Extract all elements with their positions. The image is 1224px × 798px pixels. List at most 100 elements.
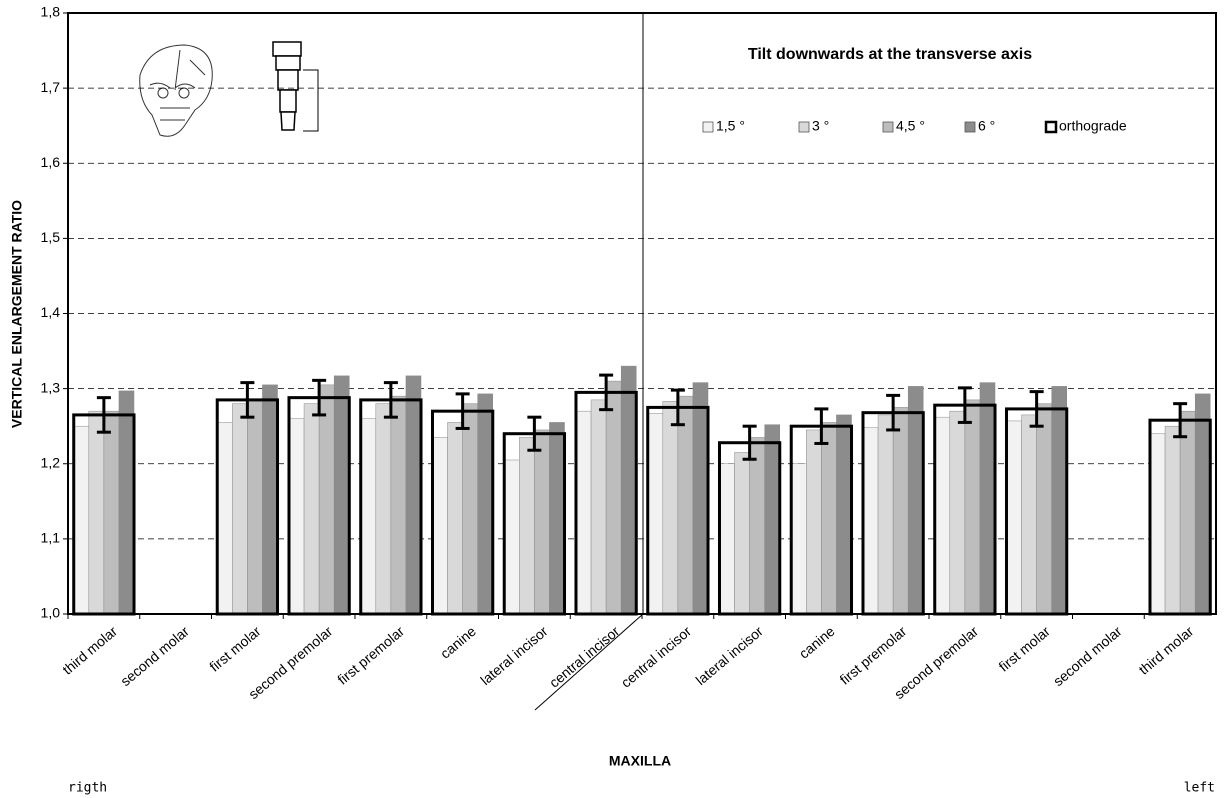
bar — [534, 429, 550, 615]
bar — [821, 422, 837, 615]
bar — [1179, 410, 1196, 615]
right-note: left — [1184, 781, 1215, 796]
bar — [73, 425, 90, 615]
error-bar — [96, 396, 111, 434]
bar — [118, 390, 135, 615]
bar — [232, 403, 248, 615]
bar — [836, 414, 852, 615]
legend-label: 1,5 ° — [716, 118, 745, 134]
error-bar — [1029, 390, 1044, 428]
x-tick-label: second molar — [1050, 623, 1125, 689]
bar — [216, 422, 233, 615]
y-tick-label: 1,3 — [41, 379, 61, 395]
legend-swatch — [702, 121, 714, 133]
bar — [620, 365, 637, 615]
bar — [892, 407, 909, 615]
y-axis-label: VERTICAL ENLARGEMENT RATIO — [9, 200, 25, 428]
bar — [405, 375, 422, 615]
bar — [288, 418, 305, 615]
y-tick-label: 1,1 — [41, 530, 61, 546]
error-bar — [599, 373, 614, 412]
bar — [790, 463, 807, 615]
x-tick-label: first molar — [206, 623, 264, 675]
bar — [1036, 403, 1052, 615]
y-tick-label: 1,0 — [41, 605, 61, 621]
y-tick-label: 1,6 — [41, 154, 61, 170]
legend-label: 4,5 ° — [896, 118, 925, 134]
bar — [662, 401, 679, 615]
bar — [390, 395, 407, 615]
error-bar — [527, 415, 542, 452]
left-note: rigth — [68, 781, 107, 796]
error-bar — [312, 378, 327, 417]
bar — [764, 424, 781, 615]
bar — [677, 395, 694, 615]
x-tick-label: canine — [437, 623, 479, 662]
bar — [734, 452, 750, 615]
bar — [862, 427, 879, 615]
error-bar — [455, 392, 470, 430]
bar — [907, 386, 924, 615]
x-tick-label: central incisor — [618, 623, 695, 691]
bar — [447, 422, 463, 615]
bar — [719, 463, 735, 615]
bar — [375, 403, 392, 615]
bar — [1164, 425, 1181, 615]
bar — [360, 418, 377, 615]
error-bar — [383, 381, 398, 419]
bar — [877, 414, 894, 615]
tooth-icon — [272, 41, 319, 132]
divider-slash — [534, 613, 644, 711]
legend-swatch — [964, 121, 976, 133]
bar — [88, 410, 105, 615]
bar — [1194, 393, 1211, 615]
bar — [1021, 414, 1037, 615]
bar — [949, 410, 966, 615]
error-bar — [957, 386, 972, 424]
bar — [1149, 433, 1166, 615]
x-tick-label: second molar — [117, 623, 192, 689]
x-axis-label: MAXILLA — [609, 753, 671, 769]
x-tick-label: lateral incisor — [692, 623, 766, 688]
bar — [1051, 386, 1068, 615]
bar — [333, 375, 350, 615]
bar — [590, 399, 607, 615]
bar — [477, 393, 494, 615]
error-bar — [814, 407, 829, 445]
error-bar — [240, 381, 255, 419]
bar — [247, 399, 263, 615]
bar — [979, 382, 996, 615]
y-tick-label: 1,5 — [41, 229, 61, 245]
bar — [575, 410, 592, 615]
bar — [605, 380, 622, 615]
x-tick-label: lateral incisor — [477, 623, 551, 688]
x-tick-label: third molar — [1135, 623, 1196, 678]
bar — [692, 382, 709, 615]
x-tick-label: central incisor — [546, 623, 623, 691]
error-bar — [886, 393, 901, 432]
bar — [964, 399, 981, 615]
legend-swatch — [882, 121, 894, 133]
legend-label: 3 ° — [812, 118, 829, 134]
skull-icon — [139, 44, 213, 137]
y-tick-label: 1,8 — [41, 4, 61, 20]
chart-title: Tilt downwards at the transverse axis — [748, 46, 1032, 63]
bar — [549, 422, 565, 615]
legend-label: orthograde — [1059, 118, 1127, 134]
x-tick-label: first molar — [996, 623, 1054, 675]
bar — [503, 459, 520, 615]
error-bar — [1173, 402, 1188, 439]
x-tick-label: third molar — [59, 623, 120, 678]
bar — [749, 437, 765, 615]
y-tick-label: 1,2 — [41, 454, 61, 470]
error-bar — [670, 388, 685, 427]
bar — [432, 437, 448, 615]
legend-swatch — [1044, 120, 1058, 134]
bar — [103, 410, 120, 615]
x-tick-label: first premolar — [837, 623, 910, 688]
bar — [318, 384, 335, 615]
y-tick-label: 1,4 — [41, 304, 61, 320]
bar — [462, 403, 478, 615]
bar — [519, 437, 535, 615]
x-tick-label: first premolar — [334, 623, 407, 688]
